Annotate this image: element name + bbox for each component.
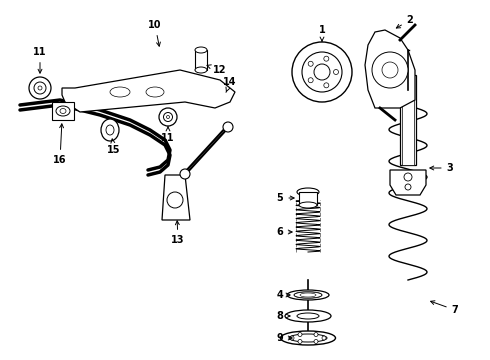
Text: 16: 16 <box>53 124 67 165</box>
Circle shape <box>382 62 398 78</box>
Text: 8: 8 <box>276 311 290 321</box>
Ellipse shape <box>106 125 114 135</box>
Text: 9: 9 <box>277 333 292 343</box>
Text: 13: 13 <box>171 221 185 245</box>
Text: 10: 10 <box>148 20 162 46</box>
Bar <box>195 50 207 70</box>
Ellipse shape <box>164 112 172 122</box>
Ellipse shape <box>299 202 317 208</box>
Text: 15: 15 <box>107 139 121 155</box>
Ellipse shape <box>195 47 207 53</box>
Circle shape <box>372 52 408 88</box>
Polygon shape <box>62 70 235 112</box>
Ellipse shape <box>159 108 177 126</box>
Text: 3: 3 <box>430 163 453 173</box>
Text: 7: 7 <box>431 301 458 315</box>
Circle shape <box>308 78 313 83</box>
Circle shape <box>314 333 318 337</box>
Circle shape <box>180 169 190 179</box>
Polygon shape <box>162 175 190 220</box>
Ellipse shape <box>297 188 319 196</box>
Circle shape <box>322 336 326 340</box>
Bar <box>299 192 317 205</box>
Circle shape <box>324 56 329 61</box>
Text: 6: 6 <box>277 227 292 237</box>
Circle shape <box>298 333 302 337</box>
Text: 5: 5 <box>277 193 294 203</box>
Bar <box>400 75 416 165</box>
Circle shape <box>298 339 302 343</box>
Circle shape <box>167 192 183 208</box>
Circle shape <box>334 69 339 75</box>
Circle shape <box>405 184 411 190</box>
Text: 12: 12 <box>207 65 227 75</box>
Ellipse shape <box>101 119 119 141</box>
Ellipse shape <box>294 292 322 298</box>
Ellipse shape <box>287 290 329 300</box>
Ellipse shape <box>167 116 170 118</box>
Circle shape <box>314 64 330 80</box>
Ellipse shape <box>285 310 331 322</box>
Ellipse shape <box>280 331 336 345</box>
Text: 4: 4 <box>277 290 290 300</box>
Circle shape <box>314 339 318 343</box>
Circle shape <box>292 42 352 102</box>
Ellipse shape <box>297 313 319 319</box>
Polygon shape <box>365 30 415 108</box>
Ellipse shape <box>289 334 327 342</box>
Circle shape <box>290 336 294 340</box>
Text: 11: 11 <box>161 127 175 143</box>
Polygon shape <box>390 170 426 195</box>
Ellipse shape <box>38 86 42 90</box>
Circle shape <box>404 173 412 181</box>
Ellipse shape <box>29 77 51 99</box>
Ellipse shape <box>34 82 46 94</box>
Ellipse shape <box>56 106 70 116</box>
Bar <box>52 102 74 120</box>
Text: 2: 2 <box>396 15 414 28</box>
Circle shape <box>223 122 233 132</box>
Ellipse shape <box>195 67 207 73</box>
Circle shape <box>302 52 342 92</box>
Text: 11: 11 <box>33 47 47 73</box>
Text: 14: 14 <box>223 77 237 93</box>
Ellipse shape <box>60 108 66 113</box>
Circle shape <box>324 83 329 88</box>
Bar <box>402 90 414 165</box>
Circle shape <box>308 61 313 66</box>
Text: 1: 1 <box>318 25 325 41</box>
